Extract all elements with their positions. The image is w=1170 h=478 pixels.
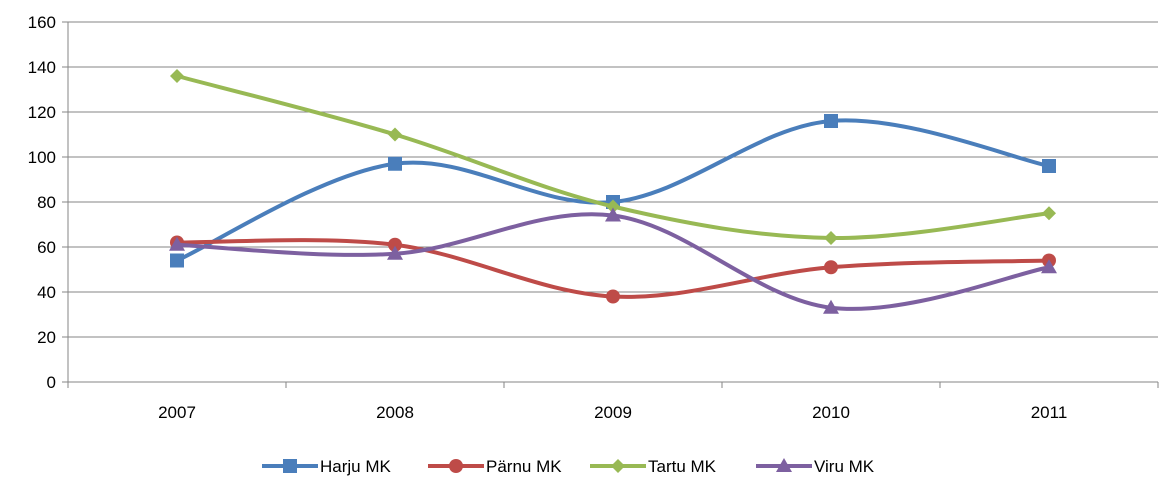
- x-tick-label: 2008: [376, 403, 414, 422]
- data-point-tartu-mk-2011: [1042, 206, 1056, 221]
- legend-label: Tartu MK: [648, 457, 717, 476]
- series-viru-mk: [169, 207, 1057, 314]
- legend-label: Viru MK: [814, 457, 875, 476]
- legend-label: Pärnu MK: [486, 457, 562, 476]
- legend-item-pärnu-mk: Pärnu MK: [428, 457, 562, 476]
- x-tick-label: 2007: [158, 403, 196, 422]
- data-point-harju-mk-2011: [1042, 159, 1056, 173]
- y-tick-label: 20: [37, 328, 56, 347]
- data-point-harju-mk-2008: [388, 156, 402, 171]
- data-point-tartu-mk-2007: [170, 69, 184, 83]
- x-tick-label: 2011: [1031, 403, 1068, 422]
- series-line-pärnu-mk: [175, 238, 1051, 299]
- data-point-tartu-mk-2008: [388, 127, 402, 142]
- data-point-pärnu-mk-2009: [606, 289, 620, 304]
- data-point-viru-mk-2009: [605, 207, 621, 222]
- y-tick-label: 0: [47, 373, 56, 392]
- legend: Harju MK Pärnu MK Tartu MK Viru MK: [262, 457, 875, 476]
- gridlines: [68, 21, 1158, 338]
- legend-item-harju-mk: Harju MK: [262, 457, 392, 476]
- y-tick-label: 100: [28, 148, 56, 167]
- series-harju-mk: [170, 114, 1056, 268]
- legend-swatch-marker: [283, 459, 297, 473]
- data-point-viru-mk-2011: [1041, 259, 1057, 274]
- data-point-pärnu-mk-2008: [388, 237, 402, 252]
- legend-swatch-marker: [611, 459, 625, 473]
- data-point-viru-mk-2010: [823, 299, 839, 314]
- legend-swatch-marker: [449, 459, 463, 473]
- y-tick-label: 160: [28, 13, 56, 32]
- series-pärnu-mk: [170, 235, 1056, 304]
- data-point-tartu-mk-2009: [606, 199, 620, 214]
- y-tick-label: 140: [28, 58, 56, 77]
- data-point-viru-mk-2007: [169, 236, 185, 251]
- legend-item-viru-mk: Viru MK: [756, 457, 875, 476]
- data-point-harju-mk-2007: [170, 253, 184, 268]
- x-axis-ticks: 2007 2008 2009 2010 2011: [67, 382, 1159, 422]
- legend-label: Harju MK: [320, 457, 392, 476]
- data-point-tartu-mk-2010: [824, 231, 838, 245]
- legend-item-tartu-mk: Tartu MK: [590, 457, 717, 476]
- data-point-viru-mk-2008: [387, 245, 403, 260]
- series-tartu-mk: [170, 69, 1056, 245]
- y-tick-label: 120: [28, 103, 56, 122]
- series-group: [169, 69, 1057, 314]
- data-point-pärnu-mk-2010: [824, 260, 838, 275]
- y-tick-label: 40: [37, 283, 56, 302]
- y-tick-label: 60: [37, 238, 56, 257]
- x-tick-label: 2009: [594, 403, 632, 422]
- y-tick-label: 80: [37, 193, 56, 212]
- x-tick-label: 2010: [812, 403, 850, 422]
- y-axis-ticks: 0 20 40 60 80 100 120 140 160: [28, 13, 68, 392]
- data-point-harju-mk-2010: [824, 114, 838, 128]
- legend-swatch-marker: [776, 458, 792, 472]
